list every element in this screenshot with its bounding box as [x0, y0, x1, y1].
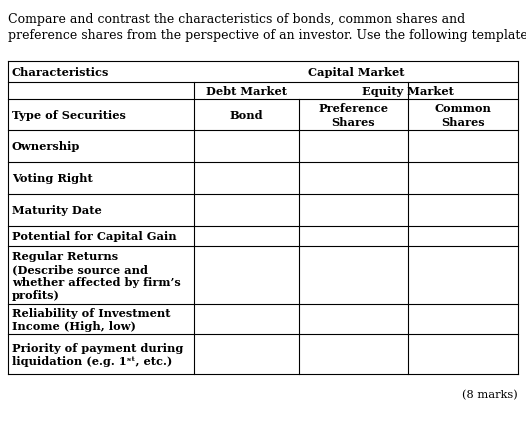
Text: Priority of payment during
liquidation (e.g. 1ˢᵗ, etc.): Priority of payment during liquidation (… [12, 342, 184, 366]
Text: Maturity Date: Maturity Date [12, 205, 102, 216]
Text: Potential for Capital Gain: Potential for Capital Gain [12, 231, 177, 242]
Text: Regular Returns
(Describe source and
whether affected by firm’s
profits): Regular Returns (Describe source and whe… [12, 250, 181, 301]
Text: Capital Market: Capital Market [308, 67, 404, 78]
Text: Preference
Shares: Preference Shares [319, 103, 389, 127]
Text: Debt Market: Debt Market [206, 86, 287, 97]
Text: (8 marks): (8 marks) [462, 389, 518, 399]
Text: Ownership: Ownership [12, 141, 80, 152]
Text: Common
Shares: Common Shares [434, 103, 492, 127]
Text: Reliability of Investment
Income (High, low): Reliability of Investment Income (High, … [12, 307, 170, 332]
Text: Compare and contrast the characteristics of bonds, common shares and: Compare and contrast the characteristics… [8, 13, 466, 26]
Text: Equity Market: Equity Market [362, 86, 454, 97]
Text: Characteristics: Characteristics [12, 67, 109, 78]
Text: preference shares from the perspective of an investor. Use the following templat: preference shares from the perspective o… [8, 29, 526, 42]
Text: Type of Securities: Type of Securities [12, 110, 126, 121]
Text: Bond: Bond [230, 110, 263, 121]
Text: Voting Right: Voting Right [12, 173, 93, 184]
